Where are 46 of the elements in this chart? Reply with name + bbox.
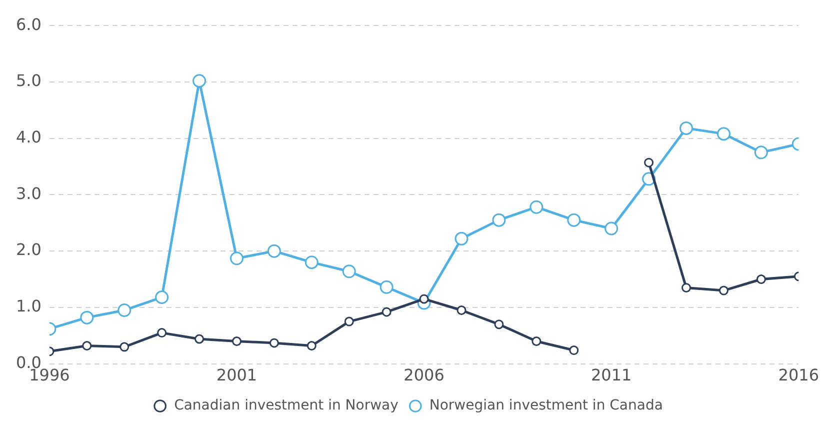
point	[306, 341, 316, 351]
point	[530, 200, 544, 214]
point	[155, 290, 169, 304]
legend-label: Canadian investment in Norway	[174, 398, 398, 414]
point	[454, 232, 468, 246]
point	[382, 307, 392, 317]
point	[716, 127, 730, 141]
point	[120, 342, 130, 352]
point	[682, 282, 692, 292]
point	[494, 320, 504, 330]
point	[82, 341, 92, 351]
point	[80, 310, 94, 324]
x-tick-label: 2011	[590, 366, 632, 385]
point	[192, 74, 206, 88]
point	[230, 252, 244, 266]
point	[680, 121, 694, 135]
point	[380, 280, 394, 294]
point	[532, 336, 542, 346]
point	[756, 274, 766, 284]
point	[492, 213, 506, 227]
x-tick-label: 2001	[216, 366, 258, 385]
point	[344, 316, 354, 326]
point	[604, 222, 618, 236]
legend-label: Norwegian investment in Canada	[429, 398, 663, 414]
point	[456, 306, 466, 315]
y-tick-label: 5.0	[16, 71, 42, 90]
point	[644, 158, 654, 168]
point	[118, 304, 132, 317]
point	[304, 256, 318, 270]
point	[342, 264, 356, 278]
y-tick-label: 4.0	[16, 127, 42, 146]
point	[569, 346, 579, 356]
y-tick-label: 3.0	[16, 184, 42, 203]
point	[232, 336, 242, 346]
point	[718, 286, 728, 296]
point	[269, 338, 279, 348]
point	[194, 334, 204, 344]
point	[267, 244, 281, 258]
y-tick-label: 2.0	[16, 240, 42, 260]
point	[754, 146, 768, 160]
x-tick-label: 2016	[778, 366, 819, 385]
x-tick-label: 2006	[404, 366, 444, 385]
point	[157, 328, 167, 338]
y-tick-label: 6.0	[16, 14, 42, 34]
y-tick-label: 1.0	[16, 296, 42, 316]
point	[567, 213, 581, 227]
